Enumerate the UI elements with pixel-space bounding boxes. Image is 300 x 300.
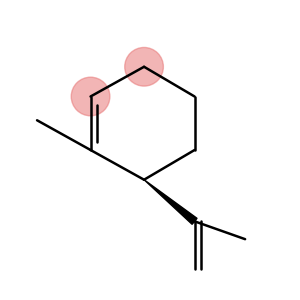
Circle shape <box>71 77 110 116</box>
Circle shape <box>125 47 164 86</box>
Polygon shape <box>144 180 197 224</box>
